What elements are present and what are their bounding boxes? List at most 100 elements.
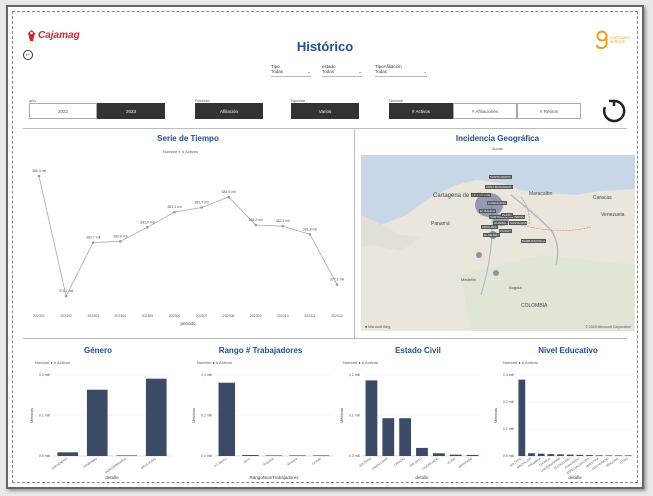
line-point <box>37 174 41 178</box>
map-place-caracas: Caracas <box>593 195 612 201</box>
map-zone-label[interactable]: PIVIJAY <box>499 229 512 233</box>
x-tick-label: SEPARADO <box>457 456 473 469</box>
proceso-label: Proceso <box>195 98 210 103</box>
x-tick-label: 202312 <box>331 314 343 318</box>
customer-service-logo: CUSTOMER SERVICE <box>595 30 635 56</box>
metric-retiros-button[interactable]: # Retiros <box>517 103 581 119</box>
bar <box>399 418 412 456</box>
point-label: 383,3 mil <box>167 205 181 209</box>
y-tick-label: 0,1 mill <box>349 414 360 418</box>
map-zone-label[interactable]: ARACATACA <box>471 193 491 197</box>
bar <box>289 455 306 456</box>
filter-tipo[interactable]: Tipo Todas ⌄ <box>271 64 311 77</box>
map-zone-label[interactable]: ARIGUANI <box>481 225 498 229</box>
filter-tipo-afiliacion[interactable]: TipoAfiliación Todas ⌄ <box>375 64 427 77</box>
serie-tiempo-chart[interactable]: 386,4 mil 202301 376,1 mil 202302 380,7 mil 2… <box>25 157 351 337</box>
genero-title: Género <box>83 346 112 355</box>
filter-tipo-label: Tipo <box>271 64 280 69</box>
bar <box>586 455 593 456</box>
point-label: 380,8 mil <box>113 234 127 238</box>
line-point <box>91 241 95 244</box>
x-tick-label: 202302 <box>60 314 72 318</box>
map-zone-label[interactable]: FUNDACION <box>487 201 507 205</box>
x-tick-label: SIN DATO <box>509 456 523 468</box>
x-tick-label: Micro <box>243 456 252 464</box>
bar <box>265 455 283 456</box>
serie-tiempo-title: Serie de Tiempo <box>157 134 219 143</box>
map-zone-label[interactable]: BARRANQUILLA <box>521 239 547 243</box>
line-point <box>118 240 122 243</box>
geo-title: Incidencia Geográfica <box>455 134 540 143</box>
chevron-down-icon: ⌄ <box>307 69 311 74</box>
x-tick-label: VIUDO <box>446 456 457 465</box>
point-label: 383,7 mil <box>194 201 208 205</box>
proceso-afiliacion-button[interactable]: Afiliación <box>195 103 263 119</box>
y-tick-label: 0,2 mill <box>349 373 360 377</box>
brand-line-1: CUSTOMER <box>610 36 630 40</box>
refresh-icon[interactable] <box>601 98 627 124</box>
y-tick-label: 0,1 mill <box>503 427 514 431</box>
map-zone-label[interactable]: ZONA BANANERA <box>485 185 513 189</box>
line-point <box>308 233 312 236</box>
bar <box>116 455 138 456</box>
genero-legend: Nombre ● # Activos <box>35 360 70 365</box>
x-tick-label: 202311 <box>304 314 315 318</box>
y-tick-label: 0,4 mill <box>201 373 212 377</box>
point-label: 384,6 mil <box>222 190 236 194</box>
nombre-metric-label: Nombre <box>389 98 404 103</box>
x-tick-label: 202304 <box>114 314 126 318</box>
series-line-activos <box>38 175 338 298</box>
brand-g-icon <box>596 30 608 50</box>
bar <box>242 455 259 456</box>
filter-estado[interactable]: estado Todas ⌄ <box>322 64 362 77</box>
y-tick-label: 0,2 mill <box>503 400 514 404</box>
civil-legend: Nombre ● # Activos <box>343 360 378 365</box>
x-tick-label: 202308 <box>223 314 235 318</box>
x-tick-label: NINGUNO <box>605 456 619 468</box>
x-tick-label: Pequeña <box>262 456 274 466</box>
year-2023-button[interactable]: 2023 <box>97 103 165 119</box>
nombre-varios-button[interactable]: Varios <box>291 103 359 119</box>
y-tick-label: 0,2 mill <box>39 373 50 377</box>
y-tick-label: 0,0 mill <box>201 454 212 458</box>
x-tick-label: UNION LIBRE <box>371 457 389 471</box>
map-zone-label[interactable]: SANTA MARTA <box>489 175 512 179</box>
y-tick-label: 0,1 mill <box>39 414 50 418</box>
y-axis-title: Métricas <box>191 408 196 423</box>
y-axis-title: Métricas <box>29 408 34 423</box>
metric-afiliaciones-button[interactable]: # Afiliaciones <box>453 103 517 119</box>
line-point <box>254 223 258 227</box>
map-zone-label[interactable]: PLATO <box>501 213 513 217</box>
line-point <box>227 195 230 199</box>
bar <box>615 455 622 456</box>
y-axis-title: Métricas <box>493 408 498 423</box>
map-place-bogota: Bogotá <box>509 285 522 290</box>
map-zone-label[interactable]: SANTA ANA <box>509 221 528 225</box>
rango-title: Rango # Trabajadores <box>218 346 303 355</box>
geo-map[interactable]: SANTA MARTA ZONA BANANERA ARACATACA FUNDACI… <box>361 155 635 331</box>
cajamag-logo-icon <box>28 30 35 41</box>
year-2022-button[interactable]: 2022 <box>29 103 97 119</box>
line-point <box>281 224 285 228</box>
map-zone-label[interactable]: EL RETEN <box>483 233 500 237</box>
x-axis-title: detalle <box>105 475 119 480</box>
metric-activos-button[interactable]: # Activos <box>389 103 453 119</box>
map-background <box>361 180 635 331</box>
map-zone-label[interactable]: GUAMAL <box>493 221 508 225</box>
filter-tipo-value[interactable]: Todas ⌄ <box>271 69 311 77</box>
filter-estado-value[interactable]: Todas ⌄ <box>322 69 362 77</box>
y-tick-label: 0,3 mill <box>503 373 514 377</box>
back-arrow-icon[interactable]: ← <box>23 50 33 60</box>
chevron-down-icon: ⌄ <box>423 69 427 74</box>
map-place-medellin: Medellín <box>461 277 477 282</box>
bar <box>624 455 632 456</box>
map-zone-label[interactable]: CARTAGENA DE INDIAS <box>489 215 526 219</box>
map-zone-label[interactable]: EL BANCO <box>479 209 497 213</box>
filter-estado-label: estado <box>322 64 336 69</box>
separator-middle <box>23 338 627 339</box>
filter-tipo-afiliacion-value[interactable]: Todas ⌄ <box>375 69 427 77</box>
